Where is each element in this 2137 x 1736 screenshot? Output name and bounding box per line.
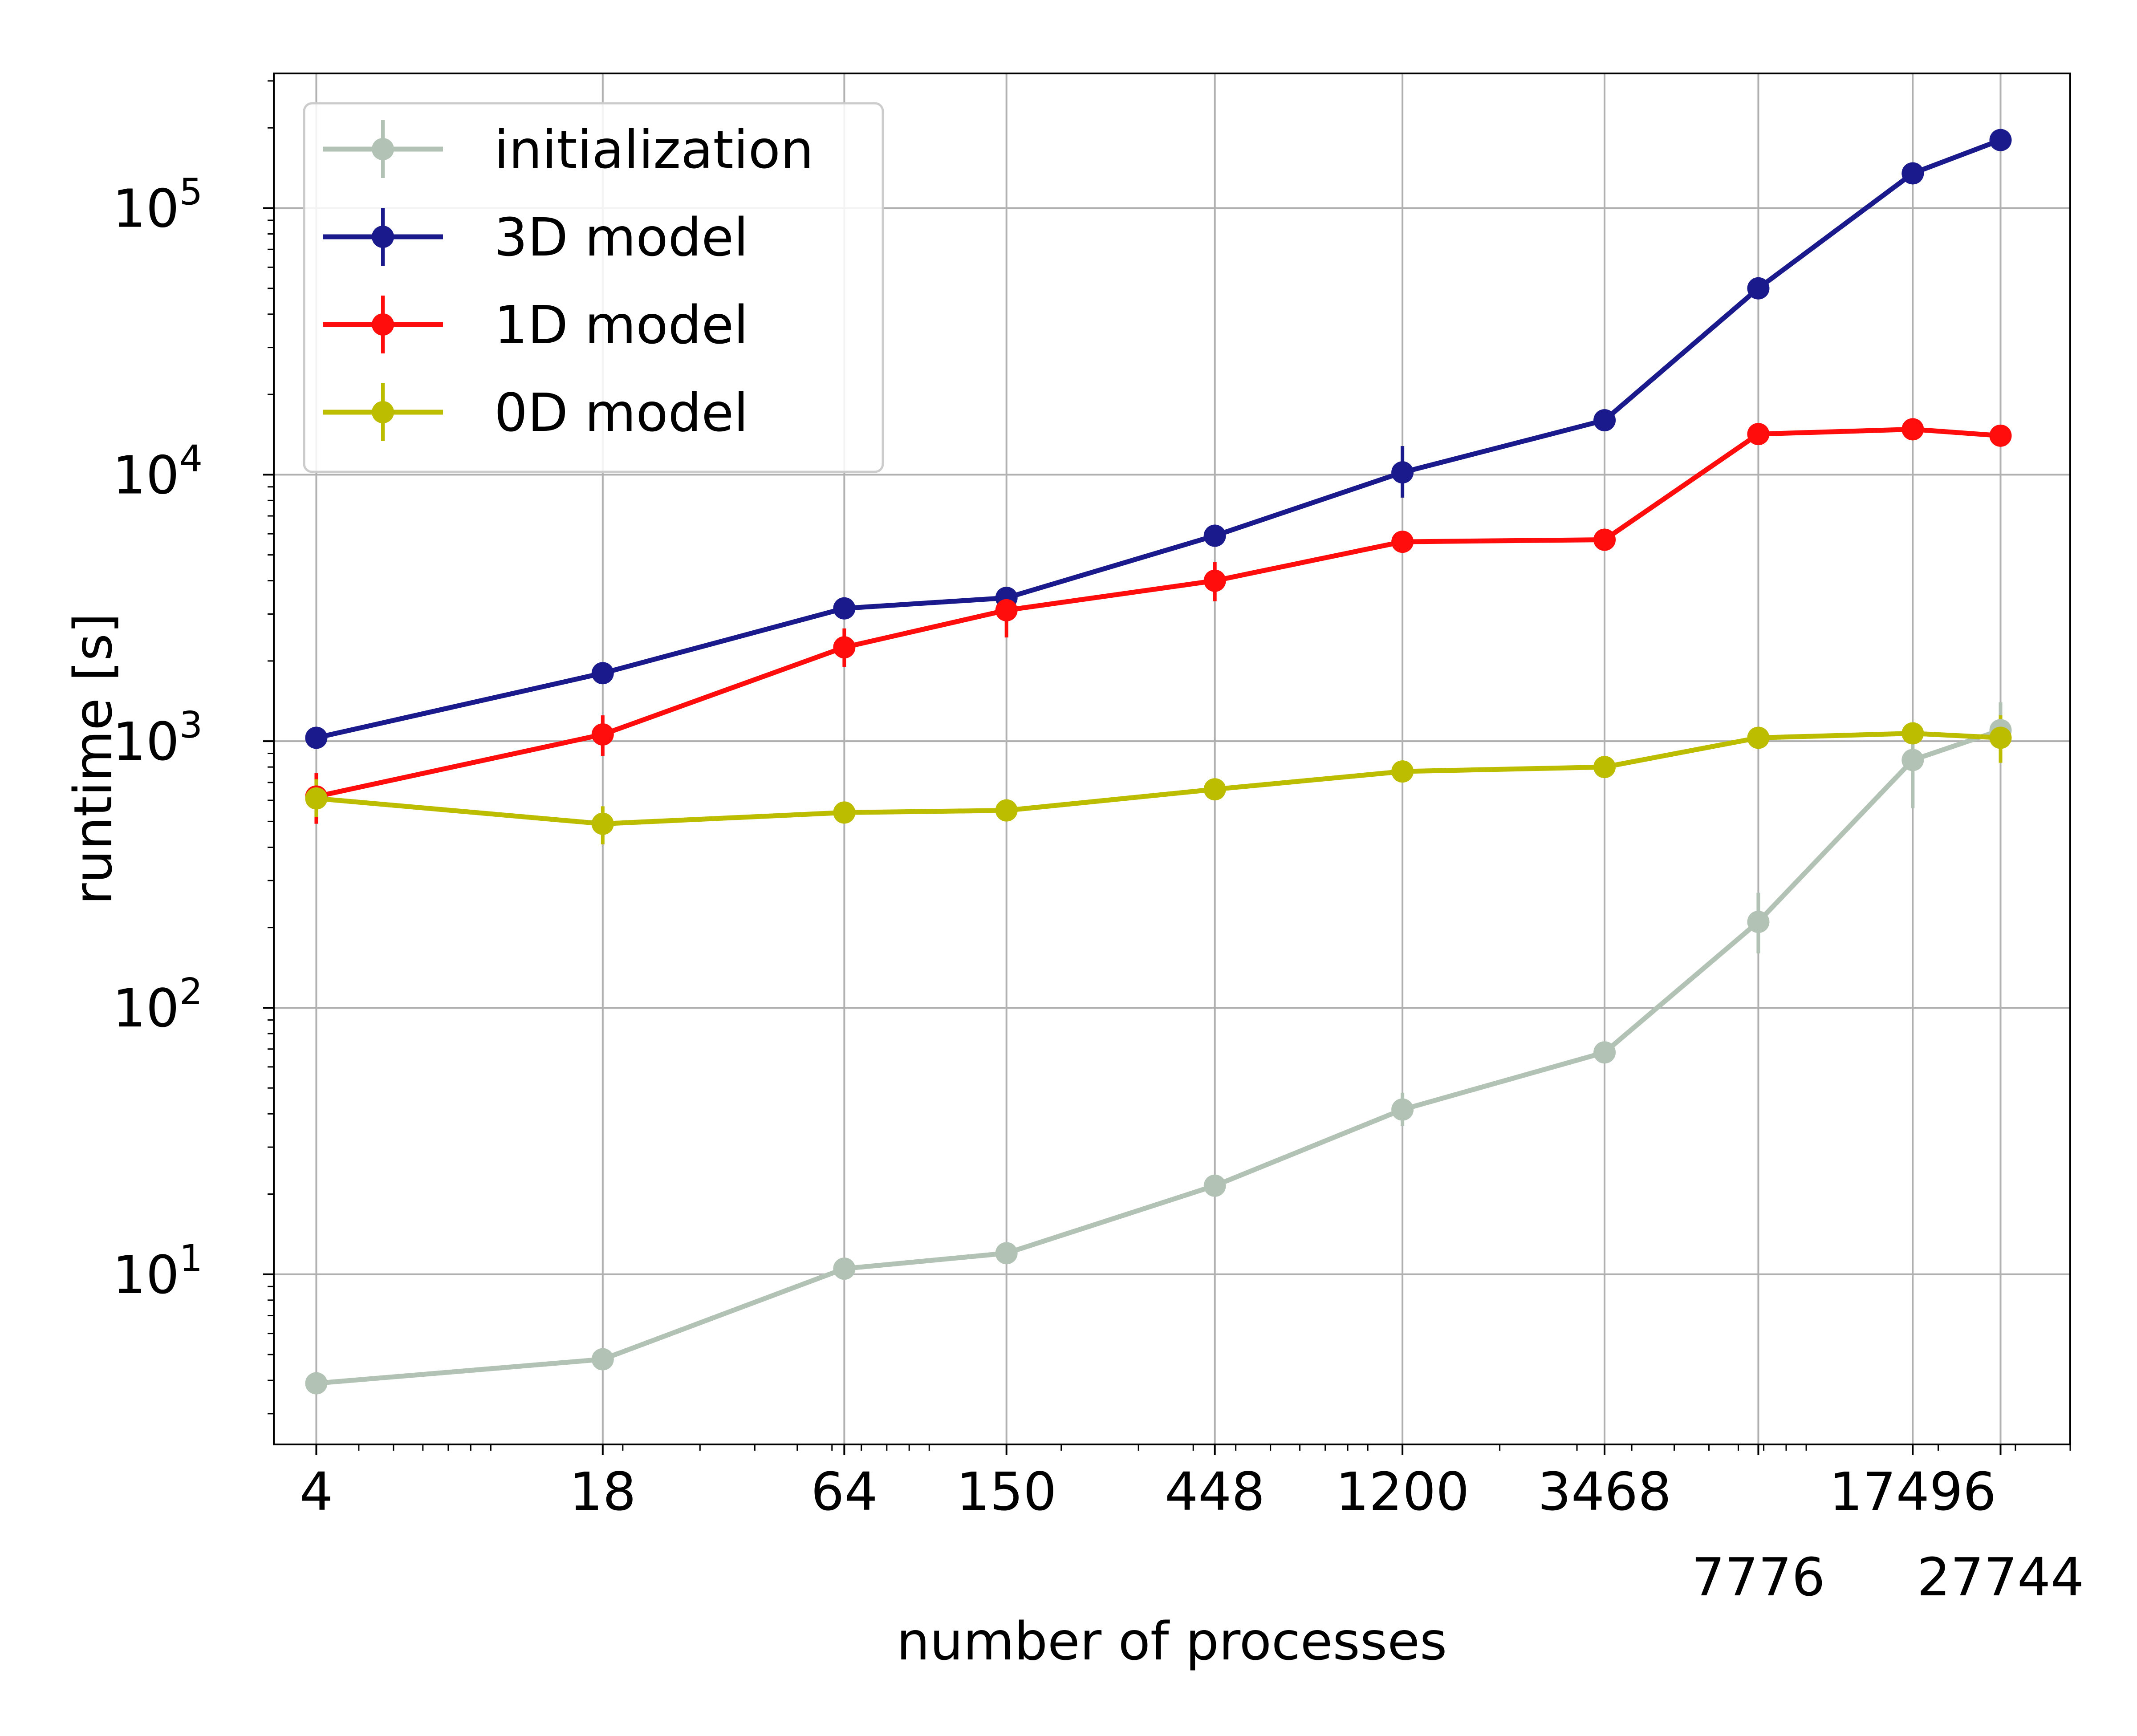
legend-label: 3D model: [494, 207, 748, 268]
0d-model-point: [995, 799, 1018, 822]
y-axis-title: runtime [s]: [62, 613, 124, 905]
x-tick-label: 150: [956, 1461, 1056, 1522]
0d-model-point: [305, 787, 328, 810]
0d-model-point: [1593, 756, 1616, 779]
y-tick-exponent: 1: [179, 1237, 203, 1280]
initialization-point: [995, 1242, 1018, 1265]
3d-model-point: [1989, 129, 2012, 151]
x-tick-label: 1200: [1336, 1461, 1469, 1522]
0d-model-point: [1901, 722, 1924, 745]
y-tick-base: 10: [113, 444, 179, 506]
1d-model-point: [833, 636, 856, 659]
legend-marker: [372, 226, 394, 248]
3d-model-point: [833, 597, 856, 620]
3d-model-point: [1391, 461, 1414, 484]
legend-entry-initialization: initialization: [323, 119, 814, 180]
y-tick-exponent: 3: [179, 704, 203, 746]
0d-model-point: [1391, 760, 1414, 783]
y-tick-exponent: 4: [179, 438, 203, 480]
initialization-point: [1901, 749, 1924, 771]
axis-ticks: [263, 207, 2002, 1455]
0d-model-point: [833, 801, 856, 824]
1d-model-point: [1747, 423, 1770, 446]
legend-box: [303, 102, 884, 473]
3d-model-point: [305, 726, 328, 749]
1d-model-point: [995, 599, 1018, 621]
1d-model-point: [1391, 531, 1414, 553]
1d-model-point: [1901, 418, 1924, 441]
3d-model-point: [1747, 277, 1770, 300]
y-tick-base: 10: [113, 711, 179, 772]
y-tick-exponent: 5: [179, 171, 203, 213]
3d-model-point: [1203, 524, 1226, 547]
3d-model-point: [1901, 162, 1924, 185]
0d-model-point: [1203, 778, 1226, 801]
y-tick-label: 101: [113, 1237, 203, 1306]
legend-label: initialization: [494, 119, 814, 180]
3d-model-point: [591, 662, 614, 685]
legend-marker: [372, 401, 394, 423]
initialization-point: [833, 1257, 856, 1280]
x-tick-label: 448: [1165, 1461, 1265, 1522]
1d-model-point: [1989, 424, 2012, 447]
series-lines: [316, 138, 2002, 1386]
1d-model-point: [1203, 569, 1226, 592]
y-tick-base: 10: [113, 978, 179, 1039]
1d-model-point: [1593, 528, 1616, 551]
x-tick-label: 18: [569, 1461, 636, 1522]
x-tick-label: 27744: [1917, 1546, 2084, 1608]
x-tick-label: 4: [300, 1461, 333, 1522]
initialization-point: [1593, 1041, 1616, 1064]
legend-entry-1d-model: 1D model: [323, 294, 748, 356]
legend: initialization 3D model 1D model 0D model: [303, 102, 884, 473]
initialization-point: [1391, 1098, 1414, 1121]
minor-ticks: [268, 80, 2071, 1451]
1d-model-point: [591, 723, 614, 746]
0d-model-point: [591, 812, 614, 835]
0d-model-line: [316, 731, 2001, 827]
initialization-point: [305, 1372, 328, 1395]
legend-marker: [372, 313, 394, 336]
0d-model-point: [1747, 726, 1770, 749]
legend-label: 0D model: [494, 382, 748, 443]
3d-model-point: [1593, 409, 1616, 432]
initialization-point: [591, 1348, 614, 1371]
y-tick-base: 10: [113, 178, 179, 239]
3d-model-line: [316, 138, 2002, 740]
x-axis-title: number of processes: [897, 1610, 1447, 1672]
x-tick-label: 7776: [1691, 1546, 1825, 1608]
y-tick-label: 102: [113, 971, 203, 1039]
y-tick-base: 10: [113, 1244, 179, 1306]
legend-label: 1D model: [494, 294, 748, 356]
x-tick-label: 64: [811, 1461, 878, 1522]
y-tick-label: 103: [113, 704, 203, 772]
plot-frame: [273, 73, 2071, 1445]
data-points: [305, 129, 2012, 1395]
legend-entry-3d-model: 3D model: [323, 207, 748, 268]
legend-marker: [372, 138, 394, 160]
legend-entry-0d-model: 0D model: [323, 382, 748, 443]
y-tick-label: 104: [113, 438, 203, 506]
y-tick-exponent: 2: [179, 971, 203, 1013]
x-tick-label: 3468: [1538, 1461, 1671, 1522]
initialization-line: [316, 728, 2002, 1386]
y-tick-label: 105: [113, 171, 203, 239]
initialization-point: [1203, 1174, 1226, 1197]
1d-model-line: [316, 426, 2001, 799]
x-tick-label: 17496: [1829, 1461, 1996, 1522]
0d-model-point: [1989, 726, 2012, 749]
initialization-point: [1747, 911, 1770, 933]
